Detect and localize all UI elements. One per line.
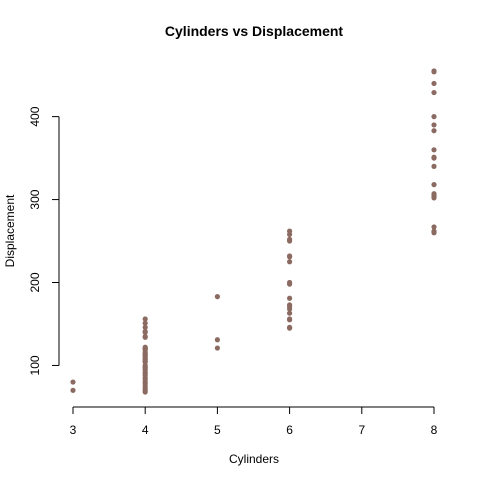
data-point xyxy=(431,154,437,160)
data-point xyxy=(431,228,437,234)
data-point xyxy=(431,80,437,87)
data-point xyxy=(142,344,148,350)
data-point xyxy=(431,128,437,134)
data-point xyxy=(287,279,293,286)
data-point xyxy=(431,182,437,188)
data-point xyxy=(214,337,220,343)
data-point xyxy=(142,320,148,326)
y-axis-label: Displacement xyxy=(3,194,17,267)
data-point xyxy=(142,324,148,330)
data-point xyxy=(287,310,293,316)
data-point xyxy=(287,295,293,301)
data-point xyxy=(287,228,293,234)
data-point xyxy=(431,163,437,169)
x-tick-label: 7 xyxy=(358,423,365,437)
data-point xyxy=(287,236,293,242)
y-tick-label: 100 xyxy=(28,355,42,375)
x-axis: 3 4 5 6 7 8 xyxy=(70,406,438,437)
data-point xyxy=(431,68,437,74)
data-point xyxy=(287,253,293,259)
x-tick-label: 3 xyxy=(70,423,77,437)
y-axis: 100 200 300 400 xyxy=(28,106,60,375)
data-point xyxy=(70,379,76,385)
y-tick-label: 300 xyxy=(28,189,42,209)
data-point xyxy=(287,324,293,330)
data-point xyxy=(142,316,148,322)
data-point xyxy=(214,345,220,351)
data-point xyxy=(431,89,437,96)
x-tick-label: 6 xyxy=(286,423,293,437)
data-points xyxy=(70,68,437,395)
data-point xyxy=(142,328,148,335)
data-point xyxy=(431,191,437,197)
x-tick-label: 4 xyxy=(142,423,149,437)
data-point xyxy=(70,387,76,393)
data-point xyxy=(287,302,293,308)
data-point xyxy=(214,294,220,300)
data-point xyxy=(287,316,293,322)
data-point xyxy=(431,147,437,153)
chart-title: Cylinders vs Displacement xyxy=(165,23,344,39)
data-point xyxy=(287,259,293,265)
data-point xyxy=(431,224,437,230)
data-point xyxy=(142,333,148,340)
y-tick-label: 200 xyxy=(28,272,42,292)
x-tick-label: 8 xyxy=(431,423,438,437)
data-point xyxy=(431,114,437,120)
data-point xyxy=(431,122,437,128)
y-tick-label: 400 xyxy=(28,106,42,126)
x-tick-label: 5 xyxy=(214,423,221,437)
x-axis-label: Cylinders xyxy=(229,452,279,466)
